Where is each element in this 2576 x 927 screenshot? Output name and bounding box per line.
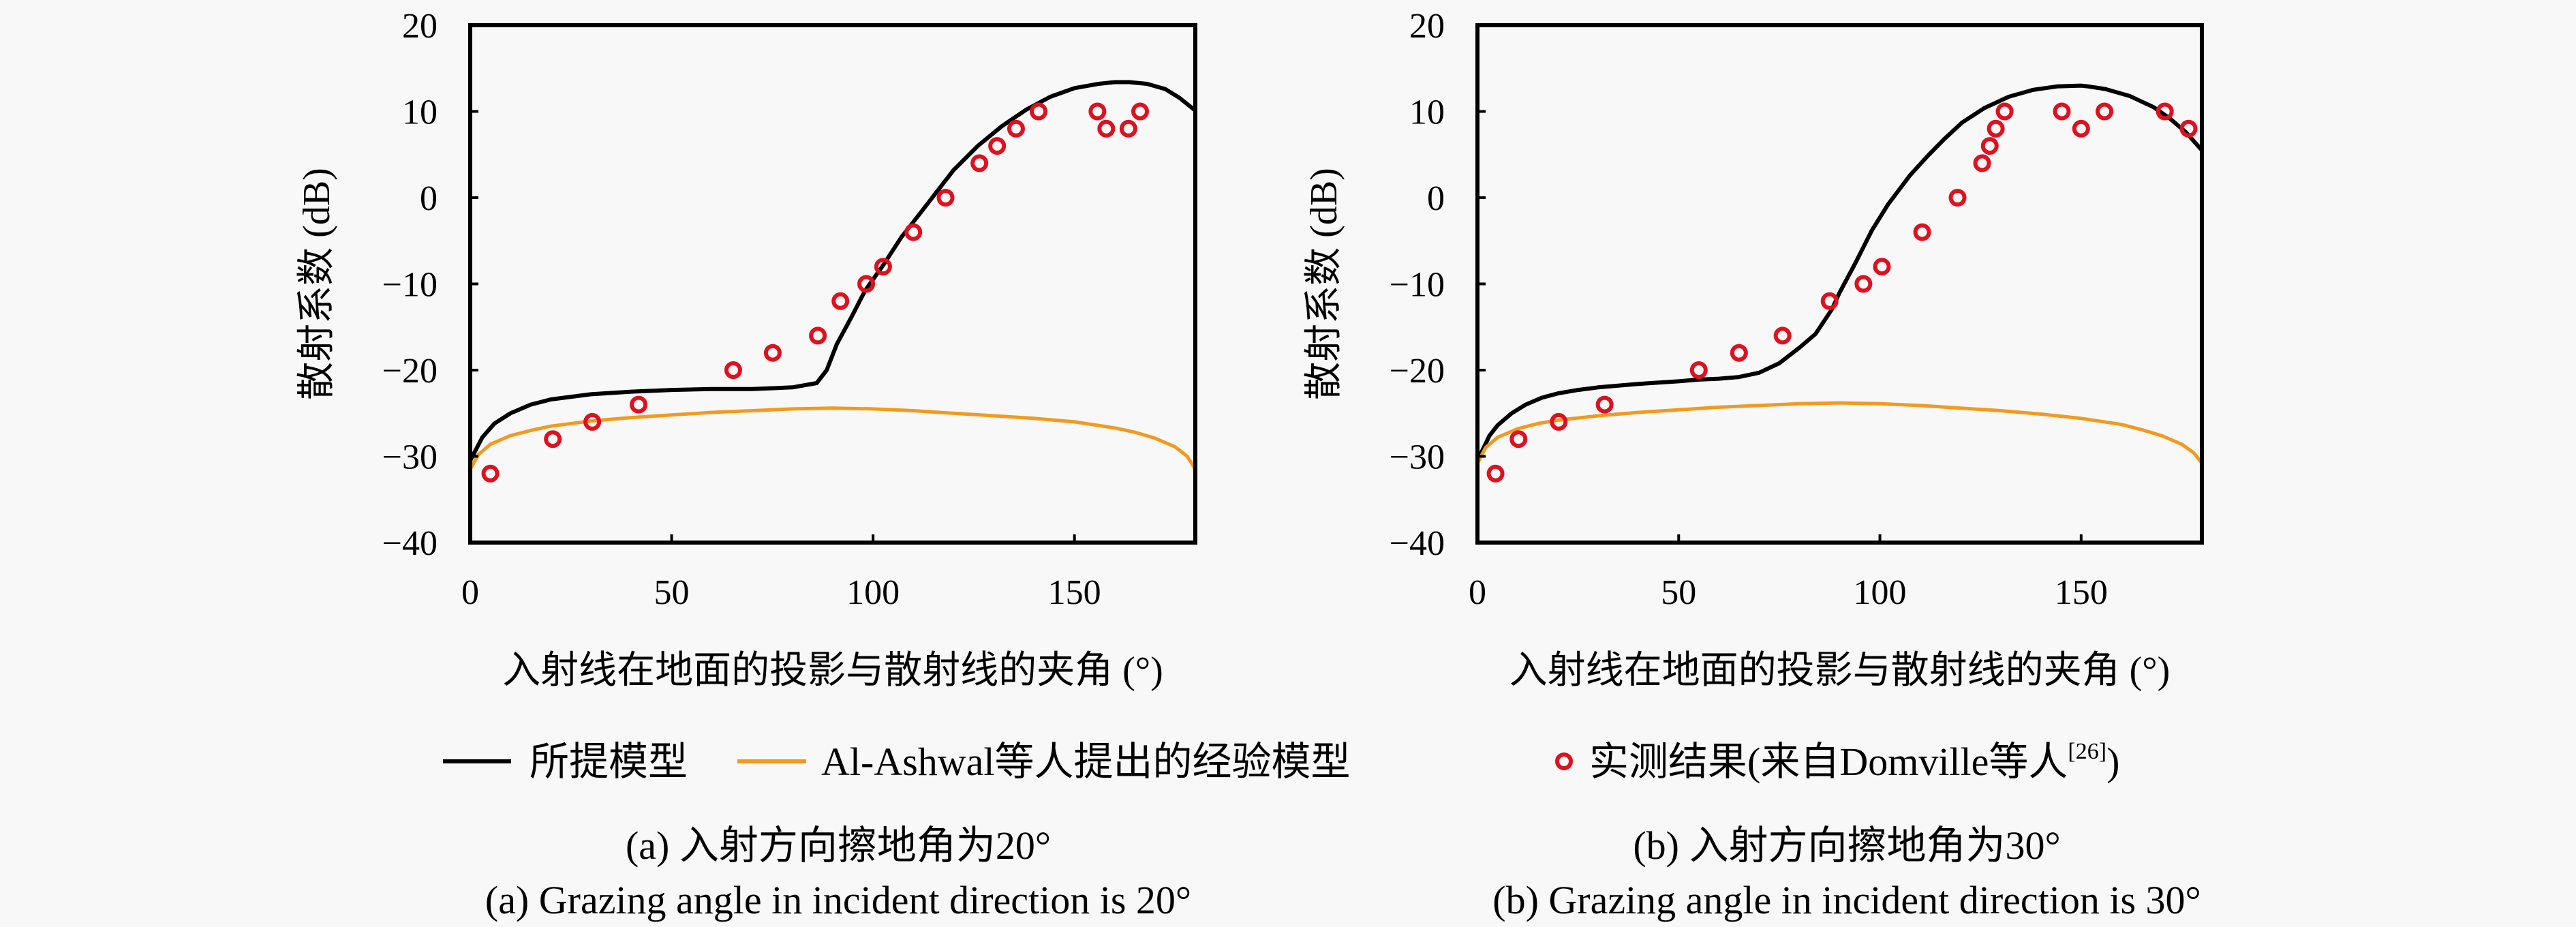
panel-a-y-tick-label: −20 — [382, 352, 438, 391]
panel-b-point-measured — [1550, 412, 1568, 431]
panel-b-y-axis-title: 散射系数 (dB) — [1303, 168, 1345, 400]
panel-b-point-measured — [1873, 258, 1891, 276]
panel-a-y-tick-label: −30 — [382, 438, 438, 477]
panel-a: −40 −30 −20 −10 0 10 20 0 50 100 150 入射线在地面的投影与散射线… — [296, 7, 1197, 922]
panel-a-point-measured — [630, 395, 648, 414]
panel-b-point-measured — [1689, 361, 1708, 379]
panel-a-axes-frame — [468, 23, 1197, 545]
panel-b-y-tick-label: −10 — [1390, 266, 1445, 305]
panel-a-line-al-ashwal-model — [468, 406, 1197, 471]
panel-a-x-tick-label: 100 — [846, 573, 900, 612]
panel-b-x-tick-label: 50 — [1661, 573, 1696, 612]
panel-a-axes: −40 −30 −20 −10 0 10 20 0 50 100 150 — [382, 7, 1197, 612]
legend-label-measured-main: 实测结果(来自Domville等人 — [1589, 740, 2068, 784]
panel-b-x-tick-label: 0 — [1469, 573, 1486, 612]
panel-b-point-measured — [2179, 119, 2198, 138]
panel-a-caption-cn: (a) 入射方向擦地角为20° — [626, 823, 1051, 868]
panel-a-point-measured — [481, 464, 500, 483]
panel-a-x-axis-title: 入射线在地面的投影与散射线的夹角 (°) — [502, 650, 1163, 692]
panel-b-caption-cn: (b) 入射方向擦地角为30° — [1633, 823, 2060, 868]
panel-a-point-measured — [936, 189, 955, 207]
panel-a-point-measured — [1131, 102, 1150, 121]
panel-a-point-measured — [763, 344, 782, 362]
panel-a-caption-en: (a) Grazing angle in incident direction … — [485, 878, 1191, 922]
panel-b-point-measured — [1509, 430, 1528, 449]
legend-label-measured: 实测结果(来自Domville等人[26]) — [1589, 739, 2119, 784]
panel-a-point-measured — [544, 430, 562, 449]
panel-b-y-tick-label: 10 — [1409, 93, 1445, 132]
panel-b-point-measured — [1995, 102, 2014, 121]
panel-b-x-tick-label: 100 — [1854, 573, 1907, 612]
panel-b-point-measured — [1987, 119, 2005, 138]
panel-b-point-measured — [2072, 119, 2090, 138]
panel-b-point-measured — [2096, 102, 2114, 121]
legend-marker-measured — [1555, 753, 1573, 770]
panel-b-y-tick-label: −20 — [1390, 352, 1445, 391]
panel-b-point-measured — [1595, 395, 1614, 414]
panel-a-point-measured — [831, 292, 850, 310]
legend-label-al-ashwal-model: Al-Ashwal等人提出的经验模型 — [821, 740, 1351, 784]
panel-a-y-tick-label: 10 — [402, 93, 438, 132]
panel-a-point-measured — [857, 275, 876, 293]
panel-b-point-measured — [1948, 189, 1967, 207]
panel-b-plot-area — [1475, 83, 2204, 483]
panel-a-x-tick-label: 50 — [654, 573, 690, 612]
panel-a-y-axis-title: 散射系数 (dB) — [296, 168, 338, 400]
legend-label-measured-suffix: ) — [2106, 740, 2119, 784]
panel-b-line-proposed-model — [1475, 83, 2204, 463]
panel-b-point-measured — [1773, 326, 1792, 345]
panel-b-point-measured — [1973, 154, 1991, 172]
panel-a-point-measured — [809, 326, 827, 345]
legend-label-measured-citation: [26] — [2068, 739, 2106, 764]
panel-b-y-tick-label: 20 — [1409, 7, 1445, 46]
panel-b-line-al-ashwal-model — [1475, 401, 2204, 466]
panel-a-y-tick-label: −10 — [382, 266, 438, 305]
panel-a-point-measured — [970, 154, 989, 172]
panel-a-y-tick-label: 0 — [420, 179, 438, 218]
legend: 所提模型 Al-Ashwal等人提出的经验模型 实测结果(来自Domville等… — [443, 739, 2119, 784]
panel-b-point-measured — [1820, 292, 1839, 310]
panel-b-y-tick-label: −30 — [1390, 438, 1445, 477]
panel-a-line-proposed-model — [468, 80, 1197, 463]
panel-a-point-measured — [874, 258, 892, 276]
panel-a-point-measured — [1119, 119, 1137, 138]
panel-a-x-tick-label: 150 — [1048, 573, 1101, 612]
panel-b-point-measured — [2053, 102, 2071, 121]
panel-a-point-measured — [1088, 102, 1107, 121]
panel-a-point-measured — [1030, 102, 1048, 121]
panel-b-x-axis-title: 入射线在地面的投影与散射线的夹角 (°) — [1509, 650, 2171, 692]
panel-b-caption-en: (b) Grazing angle in incident direction … — [1492, 878, 2201, 922]
panel-b-axes-frame — [1475, 23, 2204, 545]
panel-a-point-measured — [1097, 119, 1116, 138]
panel-b: −40 −30 −20 −10 0 10 20 0 50 100 150 入射线在地面的投影与散射线… — [1303, 7, 2204, 922]
panel-b-point-measured — [1854, 275, 1873, 293]
panel-a-plot-area — [468, 80, 1197, 483]
panel-b-point-measured — [2156, 102, 2174, 121]
panel-b-point-measured — [1730, 344, 1748, 362]
panel-b-y-tick-label: −40 — [1390, 524, 1445, 563]
panel-a-x-tick-label: 0 — [461, 573, 479, 612]
panel-b-point-measured — [1913, 223, 1931, 241]
panel-b-y-tick-label: 0 — [1427, 179, 1445, 218]
panel-a-point-measured — [988, 137, 1007, 155]
panel-b-x-tick-label: 150 — [2055, 573, 2108, 612]
panel-a-point-measured — [904, 223, 923, 241]
panel-a-y-tick-label: 20 — [402, 7, 438, 46]
panel-a-point-measured — [724, 361, 742, 379]
panel-a-point-measured — [583, 412, 602, 431]
panel-a-y-tick-label: −40 — [382, 524, 438, 563]
panel-b-point-measured — [1486, 464, 1505, 483]
panel-b-axes: −40 −30 −20 −10 0 10 20 0 50 100 150 — [1390, 7, 2204, 612]
legend-label-proposed-model: 所提模型 — [530, 740, 688, 784]
panel-b-point-measured — [1980, 137, 1999, 155]
panel-a-point-measured — [1007, 119, 1025, 138]
